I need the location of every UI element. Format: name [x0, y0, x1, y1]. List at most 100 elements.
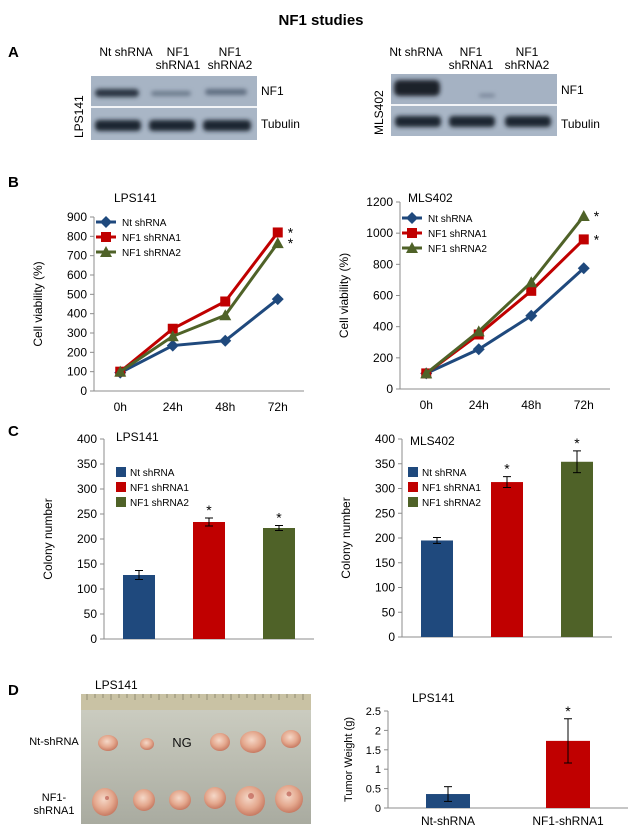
- legend-marker: [100, 246, 112, 257]
- y-tick-label: 250: [77, 507, 97, 521]
- y-tick-label: 400: [77, 432, 97, 446]
- y-axis-label: Cell viability (%): [337, 253, 351, 338]
- photo-ng-label: NG: [172, 735, 192, 750]
- data-point: [578, 234, 589, 245]
- legend-marker: [406, 212, 418, 224]
- data-point: [271, 293, 284, 306]
- chart-colony-mls402: MLS402 0 50 100 150 200 250 300 350 400 Colony num…: [339, 432, 612, 644]
- y-tick-label: 400: [373, 320, 393, 334]
- significance-star: *: [594, 208, 600, 224]
- legend-swatch: [116, 482, 126, 492]
- data-point: [114, 365, 127, 377]
- blot2-row-nf1: NF1: [561, 83, 584, 97]
- y-tick-label: 1000: [366, 226, 393, 240]
- data-point: [526, 285, 537, 296]
- blot1-cell-line: LPS141: [72, 95, 86, 138]
- y-tick-label: 400: [375, 432, 395, 446]
- y-tick-label: 100: [77, 582, 97, 596]
- blot2-lane-3: NF1 shRNA2: [504, 45, 550, 72]
- y-tick-label: 0.5: [366, 784, 381, 796]
- y-tick-label: 300: [67, 326, 87, 340]
- data-point: [166, 339, 179, 352]
- y-axis-label: Cell viability (%): [31, 261, 45, 346]
- y-tick-label: 400: [67, 307, 87, 321]
- series-line: [425, 267, 585, 375]
- legend-label: NF1 shRNA2: [130, 498, 189, 509]
- x-tick-label: 72h: [574, 398, 594, 412]
- panel-label-a: A: [8, 44, 19, 61]
- photo-row-label-nt: Nt-shRNA: [29, 736, 79, 748]
- bar: [263, 528, 295, 639]
- legend-label: NF1 shRNA2: [428, 244, 487, 255]
- blot2-image: [391, 74, 557, 136]
- y-tick-label: 1.5: [366, 745, 381, 757]
- y-tick-label: 300: [375, 482, 395, 496]
- y-tick-label: 0: [388, 630, 395, 644]
- y-tick-label: 1: [375, 764, 381, 776]
- series-line: [119, 297, 279, 374]
- panel-label-d: D: [8, 682, 19, 699]
- significance-star: *: [574, 435, 580, 451]
- y-tick-label: 200: [67, 345, 87, 359]
- photo-row-label-sh1: NF1-shRNA1: [33, 792, 75, 817]
- legend-swatch: [408, 482, 418, 492]
- x-tick-label: 48h: [521, 398, 541, 412]
- legend-swatch: [116, 467, 126, 477]
- x-tick-label: 0h: [420, 398, 433, 412]
- x-tick-label: 24h: [469, 398, 489, 412]
- data-point: [525, 309, 538, 322]
- chart-title: MLS402: [410, 434, 455, 448]
- y-tick-label: 0: [80, 384, 87, 398]
- y-tick-label: 200: [77, 532, 97, 546]
- y-tick-label: 0: [90, 632, 97, 646]
- bar: [491, 482, 523, 637]
- significance-star: *: [504, 461, 510, 477]
- data-point: [271, 237, 284, 249]
- y-tick-label: 0: [386, 382, 393, 396]
- data-point: [166, 330, 179, 342]
- legend-label: Nt shRNA: [122, 218, 167, 229]
- data-point: [577, 210, 590, 222]
- y-tick-label: 600: [373, 289, 393, 303]
- legend-label: NF1 shRNA1: [422, 483, 481, 494]
- significance-star: *: [206, 502, 212, 518]
- chart-viability-mls402: MLS402 0 200 400 600 800 1000 1200 Cell viabilit…: [337, 191, 610, 412]
- chart-title: MLS402: [408, 191, 453, 205]
- bar: [421, 540, 453, 637]
- legend-swatch: [408, 467, 418, 477]
- y-tick-label: 150: [77, 557, 97, 571]
- y-tick-label: 600: [67, 268, 87, 282]
- y-axis-label: Colony number: [41, 498, 55, 579]
- y-axis-label: Colony number: [339, 497, 353, 578]
- blot1-image: [91, 76, 257, 140]
- y-tick-label: 300: [77, 482, 97, 496]
- data-point: [577, 262, 590, 275]
- y-tick-label: 350: [77, 457, 97, 471]
- x-tick-label: 72h: [268, 400, 288, 414]
- blot1-row-tubulin: Tubulin: [261, 117, 300, 131]
- legend-label: NF1 shRNA1: [122, 233, 181, 244]
- data-point: [219, 309, 232, 321]
- blot1-lane-1: Nt shRNA: [99, 45, 153, 59]
- bar: [193, 522, 225, 639]
- chart-colony-lps141: LPS141 0 50 100 150 200 250 300 350 400 Colony num…: [41, 430, 314, 646]
- x-tick-label: 0h: [114, 400, 127, 414]
- legend-swatch: [408, 497, 418, 507]
- legend-swatch: [116, 497, 126, 507]
- series-line: [119, 231, 279, 373]
- data-point: [472, 343, 485, 356]
- y-tick-label: 50: [84, 607, 98, 621]
- significance-star: *: [288, 235, 294, 251]
- chart-title: LPS141: [116, 430, 159, 444]
- data-point: [167, 323, 178, 334]
- y-tick-label: 250: [375, 506, 395, 520]
- blot1-lane-2: NF1 shRNA1: [155, 45, 201, 72]
- legend-label: NF1 shRNA2: [122, 248, 181, 259]
- legend-marker: [100, 216, 112, 228]
- x-tick-label: 48h: [215, 400, 235, 414]
- panel-label-b: B: [8, 174, 19, 191]
- data-point: [219, 334, 232, 347]
- y-tick-label: 0: [375, 803, 381, 815]
- y-tick-label: 100: [375, 581, 395, 595]
- chart-viability-lps141: LPS141 0 100 200 300 400 500 600 700 800 900 Cell v…: [31, 191, 304, 414]
